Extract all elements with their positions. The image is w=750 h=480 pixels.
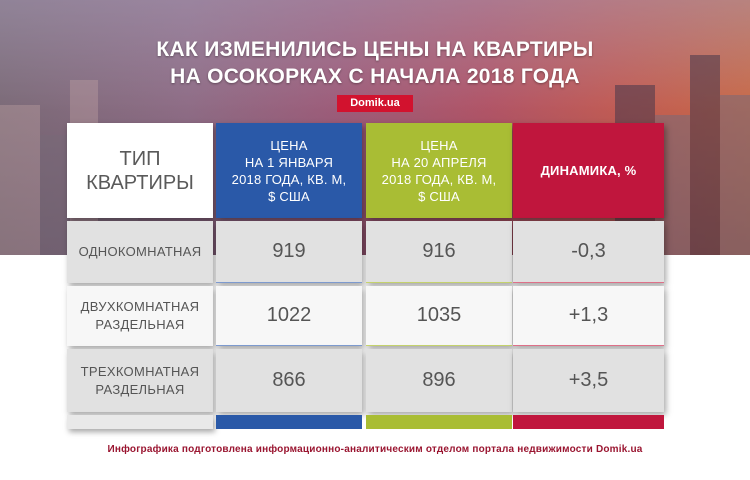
header-col2-line: 2018 ГОДА, КВ. М, [381, 171, 497, 187]
row-type-label: ОДНОКОМНАТНАЯ [78, 244, 202, 259]
row-1-jan-price: 919 [216, 221, 362, 283]
row-type-3: ТРЕХКОМНАТНАЯ РАЗДЕЛЬНАЯ [67, 349, 213, 412]
row-type-label: ДВУХКОМНАТНАЯ [80, 299, 200, 314]
header-col2-line: $ США [418, 188, 460, 204]
row-type-1: ОДНОКОМНАТНАЯ [67, 221, 213, 283]
row-type-label: РАЗДЕЛЬНАЯ [95, 381, 185, 397]
header-type: ТИП КВАРТИРЫ [67, 123, 213, 218]
source-note: Инфографика подготовлена информационно-а… [107, 444, 643, 455]
header-col1-line: 2018 ГОДА, КВ. М, [231, 171, 347, 187]
title-line-1: КАК ИЗМЕНИЛИСЬ ЦЕНЫ НА КВАРТИРЫ [156, 38, 594, 61]
header-col2-line: ЦЕНА [420, 137, 458, 153]
row-1-apr-price: 916 [366, 221, 512, 283]
row-2-jan-price: 1022 [216, 286, 362, 346]
header-price-april: ЦЕНА НА 20 АПРЕЛЯ 2018 ГОДА, КВ. М, $ СШ… [366, 123, 512, 218]
building [0, 105, 40, 255]
header-col1-line: ЦЕНА [270, 137, 308, 153]
header-type-line: КВАРТИРЫ [86, 171, 194, 194]
row-1-dynamics: -0,3 [513, 221, 664, 283]
row-2-dynamics: +1,3 [513, 286, 664, 346]
brand-badge: Domik.ua [337, 95, 413, 112]
footer-strip-type [67, 415, 213, 429]
footer-strip-april [366, 415, 512, 429]
building [40, 135, 70, 255]
row-type-2: ДВУХКОМНАТНАЯ РАЗДЕЛЬНАЯ [67, 286, 213, 346]
row-3-dynamics: +3,5 [513, 349, 664, 412]
row-3-apr-price: 896 [366, 349, 512, 412]
header-col2-line: НА 20 АПРЕЛЯ [391, 154, 487, 170]
header-col3-line: ДИНАМИКА, % [540, 163, 637, 178]
building [720, 95, 750, 255]
footer-strip-dynamics [513, 415, 664, 429]
row-2-apr-price: 1035 [366, 286, 512, 346]
header-price-january: ЦЕНА НА 1 ЯНВАРЯ 2018 ГОДА, КВ. М, $ США [216, 123, 362, 218]
building [690, 55, 720, 255]
header-dynamics: ДИНАМИКА, % [513, 123, 664, 218]
row-type-label: ТРЕХКОМНАТНАЯ [80, 363, 200, 379]
row-3-jan-price: 866 [216, 349, 362, 412]
footer-strip-january [216, 415, 362, 429]
header-type-line: ТИП [119, 147, 161, 170]
row-type-label: РАЗДЕЛЬНАЯ [95, 317, 185, 332]
header-col1-line: $ США [268, 188, 310, 204]
header-col1-line: НА 1 ЯНВАРЯ [244, 154, 334, 170]
title-line-2: НА ОСОКОРКАХ С НАЧАЛА 2018 ГОДА [170, 65, 580, 88]
